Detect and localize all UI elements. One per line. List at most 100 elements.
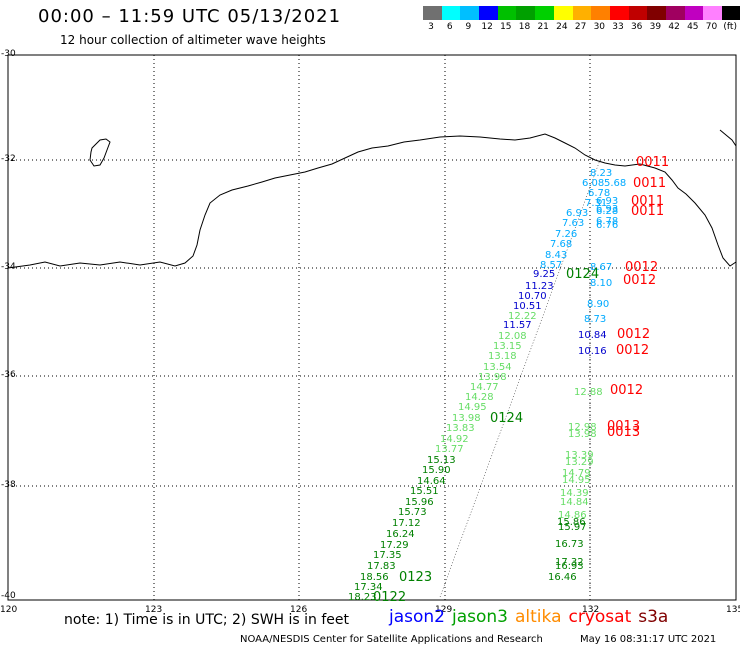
footer-timestamp: May 16 08:31:17 UTC 2021: [580, 634, 717, 645]
swh-value-label: 15.13: [427, 455, 456, 466]
swh-value-label: 16.73: [555, 539, 584, 550]
color-scale-swatch: [423, 6, 442, 20]
color-scale-swatch: [553, 6, 573, 20]
swh-value-label: 10.70: [518, 291, 547, 302]
y-tick-label: -38: [1, 480, 16, 490]
track-time-label: 0123: [399, 570, 432, 585]
color-scale-label: 39: [649, 22, 662, 32]
color-scale-label: 9: [465, 22, 472, 32]
swh-value-label: 8.57: [540, 260, 562, 271]
swh-value-label: 13.18: [488, 351, 517, 362]
track-time-label: 0011: [633, 176, 666, 191]
color-scale-label: 42: [668, 22, 680, 32]
color-scale-swatch: [572, 6, 592, 20]
color-scale-label: 33: [612, 22, 624, 32]
color-scale-swatch: [460, 6, 480, 20]
swh-value-label: 17.34: [354, 582, 383, 593]
legend-entry: jason2: [389, 607, 445, 627]
swh-value-label: 15.86: [557, 517, 586, 528]
swh-value-label: 16.93: [555, 561, 584, 572]
track-time-label: 0011: [636, 155, 669, 170]
track-time-label: 0124: [566, 267, 599, 282]
map-subtitle: 12 hour collection of altimeter wave hei…: [60, 33, 326, 47]
swh-value-label: 8.23: [590, 168, 612, 179]
color-scale-label: 15: [500, 22, 512, 32]
x-tick-label: 123: [145, 605, 163, 615]
swh-value-label: 7.26: [555, 229, 577, 240]
color-scale-label: (ft): [723, 22, 737, 32]
swh-value-label: 13.98: [568, 429, 597, 440]
color-scale-swatch: [441, 6, 461, 20]
coastline: [7, 133, 737, 269]
x-tick-label: 132: [582, 605, 600, 615]
swh-value-label: 6.78: [588, 188, 610, 199]
color-scale-swatch: [516, 6, 536, 20]
coastline-fragment: [719, 129, 737, 147]
color-scale-swatch: [497, 6, 517, 20]
swh-value-label: 10.84: [578, 330, 607, 341]
swh-value-label: 6.93: [566, 208, 588, 219]
swh-value-label: 6.76: [596, 220, 618, 231]
swh-value-label: 12.08: [498, 331, 527, 342]
swh-value-label: 11.23: [525, 281, 554, 292]
x-tick-label: 135: [726, 605, 740, 615]
swh-values-layer: 8.236.08 5.686.787.316.936.937.637.267.68…: [348, 168, 626, 603]
color-scale-swatch: [647, 6, 666, 20]
swh-value-label: 16.46: [548, 572, 577, 583]
swh-value-label: 13.98: [478, 372, 507, 383]
swh-value-label: 13.77: [435, 444, 464, 455]
map-title: 00:00 – 11:59 UTC 05/13/2021: [38, 6, 342, 27]
x-tick-label: 126: [290, 605, 308, 615]
swh-value-label: 6.93: [596, 204, 618, 215]
swh-value-label: 14.64: [417, 476, 446, 487]
map-frame: [7, 54, 737, 601]
color-scale-swatch: [628, 6, 648, 20]
track-time-label: 0013: [607, 425, 640, 440]
swh-value-label: 17.32: [555, 557, 584, 568]
island: [89, 138, 111, 167]
track-time-label: 0011: [631, 204, 664, 219]
track-time-label: 0011: [631, 194, 664, 209]
swh-value-label: 10.51: [513, 301, 542, 312]
track-time-label: 0012: [617, 327, 650, 342]
color-scale-swatch: [684, 6, 704, 20]
track-time-label: 0124: [490, 411, 523, 426]
y-tick-label: -32: [1, 154, 16, 164]
swh-value-label: 10.16: [578, 346, 607, 357]
color-scale-label: 30: [593, 22, 606, 32]
color-scale-swatch: [665, 6, 685, 20]
swh-value-label: 15.97: [558, 522, 587, 533]
swh-value-label: 8.67: [590, 262, 612, 273]
swh-value-label: 15.96: [405, 497, 434, 508]
swh-value-label: 14.84: [560, 497, 589, 508]
color-scale-swatch: [703, 6, 722, 20]
color-scale-label: 6: [446, 22, 453, 32]
color-scale-swatch: [535, 6, 554, 20]
track-time-label: 0012: [616, 343, 649, 358]
track-labels-layer: 0011001100110011001200120012001200120013…: [373, 155, 669, 605]
track-time-label: 0012: [623, 273, 656, 288]
swh-value-label: 8.43: [545, 250, 567, 261]
track-time-label: 0122: [373, 590, 406, 605]
swh-value-label: 8.90: [587, 299, 609, 310]
swh-value-label: 14.86: [558, 510, 587, 521]
color-scale-label: 24: [556, 22, 568, 32]
swh-value-label: 9.25: [533, 269, 555, 280]
legend-entry: s3a: [638, 607, 669, 627]
swh-value-label: 17.35: [373, 550, 402, 561]
legend-entry: cryosat: [568, 607, 632, 627]
x-tick-label: 129: [435, 605, 453, 615]
color-scale-label: 3: [428, 22, 434, 32]
swh-value-label: 8.73: [584, 314, 606, 325]
swh-value-label: 17.83: [367, 561, 396, 572]
swh-value-label: 13.15: [493, 341, 522, 352]
color-scale-swatch: [479, 6, 498, 20]
swh-value-label: 13.54: [483, 362, 512, 373]
note-text: note: 1) Time is in UTC; 2) SWH is in fe…: [64, 612, 350, 628]
swh-value-label: 13.83: [446, 423, 475, 434]
swh-value-label: 5.68: [604, 178, 626, 189]
footer-credit: NOAA/NESDIS Center for Satellite Applica…: [240, 634, 543, 645]
swh-value-label: 12.98: [568, 422, 597, 433]
